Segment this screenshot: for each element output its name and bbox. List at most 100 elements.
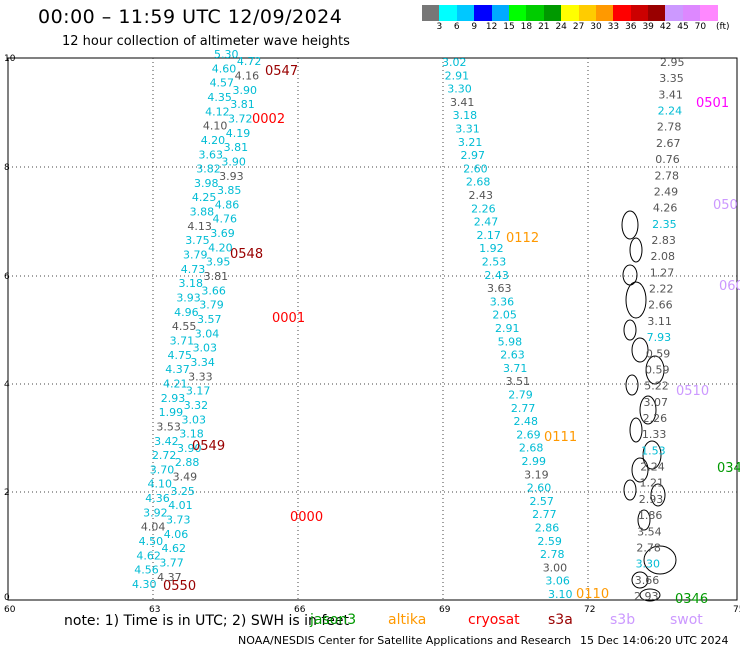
colorbar-swatch <box>700 5 718 21</box>
pass-label: 0112 <box>506 231 539 246</box>
wave-height-value: 2.78 <box>540 548 565 561</box>
wave-height-value: 7.93 <box>647 331 672 344</box>
pass-label: 0548 <box>230 247 263 262</box>
mission-label: s3b <box>610 612 636 628</box>
wave-height-value: 3.79 <box>183 249 208 262</box>
wave-height-value: 2.49 <box>654 185 679 198</box>
island-outline <box>631 571 649 589</box>
wave-height-value: 2.35 <box>652 218 677 231</box>
y-tick-label: 6 <box>4 272 10 282</box>
colorbar-label: 6 <box>453 22 460 32</box>
wave-height-value: 4.75 <box>167 349 192 362</box>
wave-height-value: 2.77 <box>532 508 557 521</box>
colorbar-swatch <box>630 5 649 21</box>
wave-height-value: 3.71 <box>170 334 195 347</box>
wave-height-value: 3.73 <box>166 514 191 527</box>
wave-height-value: 2.67 <box>656 137 681 150</box>
colorbar-swatch <box>613 5 631 21</box>
x-tick-label: 60 <box>4 605 16 615</box>
wave-height-value: 2.79 <box>508 389 533 402</box>
wave-height-value: 3.90 <box>221 155 246 168</box>
mission-label: altika <box>388 612 427 628</box>
wave-height-value: 3.79 <box>199 299 224 312</box>
wave-height-value: 3.19 <box>524 468 549 481</box>
pass-label: 0002 <box>252 112 285 127</box>
wave-height-value: 3.07 <box>643 396 668 409</box>
wave-height-value: 3.31 <box>455 123 480 136</box>
colorbar-label: 42 <box>659 22 672 32</box>
y-tick-label: 4 <box>4 380 10 390</box>
colorbar-swatch <box>526 5 544 21</box>
wave-height-value: 4.96 <box>174 306 199 319</box>
colorbar-label: 27 <box>572 22 585 32</box>
wave-height-value: 4.10 <box>203 120 228 133</box>
wave-height-value: 2.22 <box>649 283 674 296</box>
wave-height-value: 4.35 <box>207 91 232 104</box>
wave-height-value: 4.12 <box>205 105 230 118</box>
island-outline <box>631 457 649 483</box>
pass-labels: 0547 0002 0548 0001 0549 0000 0550 0112 0111 0110… <box>163 64 740 607</box>
footer-note: note: 1) Time is in UTC; 2) SWH is in fe… <box>64 613 350 629</box>
wave-height-value: 3.35 <box>659 72 684 85</box>
wave-height-value: 3.81 <box>204 270 229 283</box>
pass-label: 050 <box>713 198 738 213</box>
wave-height-value: 3.06 <box>545 575 570 588</box>
wave-height-value: 4.21 <box>163 377 188 390</box>
wave-height-value: 4.36 <box>145 492 170 505</box>
colorbar-label: 70 <box>694 22 707 32</box>
wave-height-value: 3.81 <box>224 141 249 154</box>
coastline <box>621 210 677 602</box>
wave-height-value: 2.24 <box>658 105 683 118</box>
x-tick-label: 66 <box>294 605 306 615</box>
colorbar <box>422 5 736 21</box>
wave-height-value: 4.10 <box>148 478 173 491</box>
pass-label: 0510 <box>676 384 709 399</box>
y-tick-label: 8 <box>4 163 10 173</box>
wave-height-value: 3.69 <box>210 227 235 240</box>
colorbar-swatch <box>422 5 440 21</box>
wave-height-value: 1.33 <box>642 428 667 441</box>
colorbar-swatch <box>508 5 527 21</box>
wave-height-value: 2.26 <box>471 202 496 215</box>
wave-height-value: 3.71 <box>503 362 528 375</box>
wave-height-value: 3.66 <box>201 284 226 297</box>
wave-height-value: 3.02 <box>442 56 467 69</box>
wave-height-value: 5.22 <box>644 380 669 393</box>
wave-height-value: 4.76 <box>213 213 238 226</box>
y-tick-label: 2 <box>4 488 10 498</box>
wave-height-value: 2.66 <box>648 299 673 312</box>
wave-height-value: 4.86 <box>215 198 240 211</box>
wave-height-value: 3.72 <box>228 112 253 125</box>
page-title: 00:00 – 11:59 UTC 12/09/2024 <box>38 6 343 28</box>
wave-height-value: 4.62 <box>136 549 161 562</box>
wave-height-value: 3.51 <box>506 375 530 388</box>
island-outline <box>639 395 657 425</box>
wave-height-value: 3.81 <box>230 98 255 111</box>
altimeter-tracks: 5.304.724.604.164.573.904.353.814.123.72… <box>132 48 685 603</box>
x-tick-label: 75 <box>733 605 740 615</box>
wave-height-value: 2.83 <box>651 234 676 247</box>
wave-height-value: 2.77 <box>511 402 536 415</box>
wave-height-value: 2.93 <box>634 590 659 603</box>
wave-height-value: 3.42 <box>154 435 179 448</box>
pass-label: 0550 <box>163 579 196 594</box>
wave-height-value: 2.59 <box>537 535 562 548</box>
wave-height-value: 2.24 <box>640 461 665 474</box>
wave-height-value: 3.57 <box>197 313 222 326</box>
colorbar-label: 30 <box>590 22 602 32</box>
wave-height-value: 2.95 <box>660 56 685 69</box>
colorbar-label: 12 <box>485 22 498 32</box>
island-outline <box>650 483 666 507</box>
wave-height-value: 3.82 <box>196 163 221 176</box>
colorbar-label: 33 <box>607 22 620 32</box>
wave-height-value: 3.11 <box>647 315 672 328</box>
y-tick-label: 10 <box>4 54 16 64</box>
wave-height-value: 4.20 <box>201 134 226 147</box>
wave-height-value: 3.41 <box>658 88 683 101</box>
pass-label: 0001 <box>272 311 305 326</box>
wave-height-value: 3.54 <box>637 525 662 538</box>
wave-height-value: 3.66 <box>635 574 660 587</box>
wave-height-value: 2.86 <box>535 522 560 535</box>
colorbar-label: 24 <box>555 22 567 32</box>
island-outline <box>629 237 643 263</box>
